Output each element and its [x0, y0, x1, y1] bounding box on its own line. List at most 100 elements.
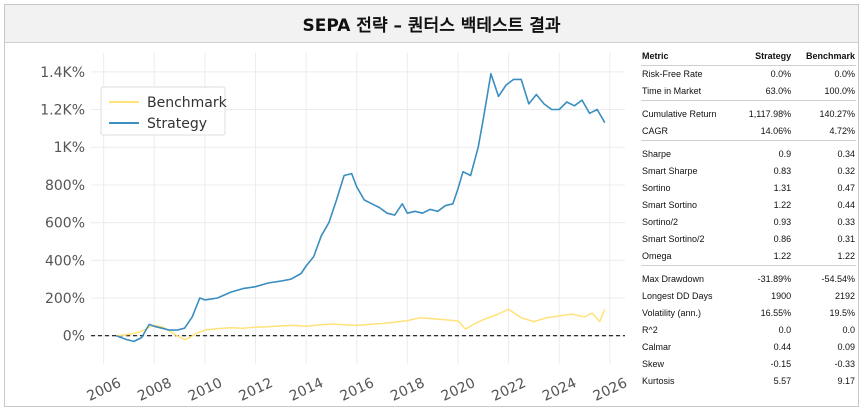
strategy-cell: 0.0 — [778, 325, 792, 335]
benchmark-cell: 4.72% — [829, 126, 855, 136]
legend-label-benchmark: Benchmark — [147, 95, 228, 111]
metric-cell: Kurtosis — [642, 376, 675, 386]
metric-cell: Time in Market — [642, 86, 702, 96]
benchmark-cell: 0.09 — [837, 342, 855, 352]
strategy-cell: 0.93 — [773, 217, 792, 227]
table-row: R^2 0.0 0.0 — [641, 322, 856, 339]
metric-cell: Volatility (ann.) — [642, 308, 702, 318]
table-row: Calmar 0.44 0.09 — [641, 339, 856, 356]
y-tick-label: 1K% — [54, 140, 85, 156]
table-separator — [641, 140, 856, 146]
table-row: Max Drawdown -31.89% -54.54% — [641, 271, 856, 288]
benchmark-cell: 0.0 — [842, 325, 855, 335]
metric-cell: Sortino/2 — [642, 217, 679, 227]
column-header-strategy: Strategy — [736, 48, 793, 66]
strategy-cell: -31.89% — [757, 274, 792, 284]
y-tick-label: 400% — [45, 253, 85, 269]
table-row: Cumulative Return 1,117.98% 140.27% — [641, 106, 856, 123]
table-row: Kurtosis 5.57 9.17 — [641, 373, 856, 390]
x-tick-label: 2024 — [540, 375, 579, 405]
series-line-benchmark — [116, 308, 606, 341]
metric-cell: R^2 — [642, 325, 658, 335]
table-row: Sortino 1.31 0.47 — [641, 180, 856, 197]
metrics-table: Metric Strategy Benchmark Risk-Free Rate… — [641, 48, 856, 390]
benchmark-cell: 0.32 — [837, 166, 855, 176]
table-row: Sortino/2 0.93 0.33 — [641, 214, 856, 231]
metric-cell: Smart Sharpe — [642, 166, 698, 176]
table-row: Smart Sortino 1.22 0.44 — [641, 197, 856, 214]
x-tick-label: 2026 — [591, 375, 630, 405]
strategy-cell: 5.57 — [773, 376, 792, 386]
metric-cell: Sortino — [642, 183, 671, 193]
benchmark-cell: 0.44 — [837, 200, 855, 210]
table-separator — [641, 100, 856, 106]
benchmark-cell: 100.0% — [824, 86, 855, 96]
benchmark-cell: 2192 — [834, 291, 855, 301]
table-row: Skew -0.15 -0.33 — [641, 356, 856, 373]
metric-cell: Max Drawdown — [642, 274, 705, 284]
benchmark-cell: 19.5% — [829, 308, 855, 318]
table-row: Smart Sharpe 0.83 0.32 — [641, 163, 856, 180]
table-row: Omega 1.22 1.22 — [641, 248, 856, 266]
legend-label-strategy: Strategy — [147, 116, 207, 132]
benchmark-cell: 140.27% — [819, 109, 855, 119]
metric-cell: Risk-Free Rate — [642, 69, 703, 79]
x-tick-label: 2012 — [236, 375, 275, 405]
x-tick-label: 2018 — [388, 375, 427, 405]
strategy-cell: 1.22 — [773, 251, 792, 261]
strategy-cell: 0.9 — [778, 149, 792, 159]
table-row: Smart Sortino/2 0.86 0.31 — [641, 231, 856, 248]
table-row: Risk-Free Rate 0.0% 0.0% — [641, 66, 856, 84]
title-bar: SEPA 전략 – 퀀터스 백테스트 결과 — [5, 5, 858, 43]
x-tick-label: 2020 — [439, 375, 478, 405]
benchmark-cell: 0.31 — [837, 234, 855, 244]
column-header-metric: Metric — [641, 48, 737, 66]
metric-cell: Cumulative Return — [642, 109, 717, 119]
strategy-cell: 0.86 — [773, 234, 792, 244]
report-frame: SEPA 전략 – 퀀터스 백테스트 결과 0% 200% 400% 600% 800%… — [4, 4, 859, 407]
column-header-benchmark: Benchmark — [792, 48, 856, 66]
benchmark-cell: -54.54% — [821, 274, 855, 284]
x-tick-label: 2010 — [186, 375, 225, 405]
y-tick-label: 800% — [45, 178, 85, 194]
page-title: SEPA 전략 – 퀀터스 백테스트 결과 — [302, 16, 561, 36]
table-row: CAGR 14.06% 4.72% — [641, 123, 856, 141]
x-tick-label: 2016 — [338, 375, 377, 405]
series-line-strategy — [116, 72, 606, 343]
metric-cell: Skew — [642, 359, 665, 369]
strategy-cell: 1.31 — [773, 183, 792, 193]
benchmark-cell: 9.17 — [837, 376, 855, 386]
benchmark-cell: 0.0% — [834, 69, 855, 79]
y-tick-label: 1.4K% — [40, 65, 85, 81]
x-tick-label: 2006 — [85, 375, 124, 405]
y-tick-label: 600% — [45, 216, 85, 232]
benchmark-cell: 0.33 — [837, 217, 855, 227]
metric-cell: Longest DD Days — [642, 291, 713, 301]
metric-cell: Smart Sortino/2 — [642, 234, 705, 244]
table-separator — [641, 265, 856, 271]
strategy-cell: 1900 — [771, 291, 792, 301]
benchmark-cell: 0.34 — [837, 149, 855, 159]
table-row: Volatility (ann.) 16.55% 19.5% — [641, 305, 856, 322]
x-tick-label: 2014 — [287, 375, 326, 405]
strategy-cell: 0.0% — [770, 69, 792, 79]
strategy-cell: 16.55% — [760, 308, 792, 318]
metric-cell: Smart Sortino — [642, 200, 698, 210]
strategy-cell: -0.15 — [770, 359, 792, 369]
y-tick-label: 1.2K% — [40, 103, 85, 119]
benchmark-cell: 1.22 — [837, 251, 855, 261]
strategy-cell: 0.83 — [773, 166, 792, 176]
y-tick-label: 200% — [45, 291, 85, 307]
strategy-cell: 1.22 — [773, 200, 792, 210]
strategy-cell: 14.06% — [760, 126, 792, 136]
metric-cell: Calmar — [642, 342, 672, 352]
table-row: Sharpe 0.9 0.34 — [641, 146, 856, 163]
metric-cell: Sharpe — [642, 149, 672, 159]
metric-cell: CAGR — [642, 126, 669, 136]
benchmark-cell: 0.47 — [837, 183, 855, 193]
x-tick-label: 2022 — [489, 375, 528, 405]
strategy-cell: 1,117.98% — [748, 109, 792, 119]
table-row: Time in Market 63.0% 100.0% — [641, 83, 856, 101]
y-tick-label: 0% — [63, 329, 85, 345]
strategy-cell: 63.0% — [765, 86, 792, 96]
